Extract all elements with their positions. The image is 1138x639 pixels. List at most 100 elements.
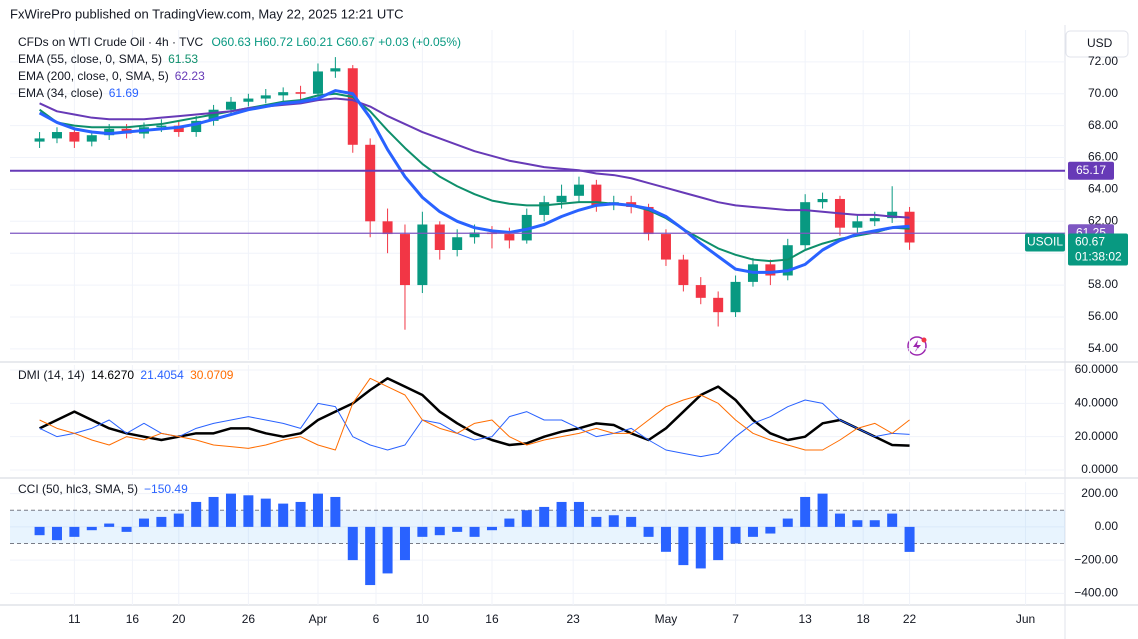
cci-bar [104, 523, 115, 527]
candle-body [452, 237, 463, 250]
x-tick-label: 6 [373, 612, 380, 626]
cci-bar [626, 516, 637, 527]
cci-bar [434, 526, 445, 536]
candle-body [504, 234, 515, 241]
y-tick-label: 200.00 [1081, 486, 1118, 500]
x-tick-label: 18 [856, 612, 870, 626]
legend-value: −150.49 [144, 482, 188, 496]
cci-bar [51, 526, 62, 541]
candle-body [713, 297, 724, 313]
cci-bar [69, 526, 80, 537]
candle-body [243, 98, 254, 102]
cci-bar [695, 526, 706, 569]
cci-bar [765, 526, 776, 534]
candle-body [260, 95, 271, 99]
candle-body [817, 198, 828, 203]
cci-bar [782, 518, 793, 527]
y-tick-label: −200.00 [1074, 552, 1118, 566]
cci-bar [817, 493, 828, 527]
y-tick-label: 70.00 [1088, 86, 1118, 100]
candle-body [521, 214, 532, 241]
cci-bar [382, 526, 393, 574]
candle-body [469, 232, 480, 238]
cci-bar [573, 501, 584, 527]
indicator-line [39, 97, 910, 219]
cci-bar [521, 510, 532, 527]
cci-bar [834, 513, 845, 527]
x-tick-label: 23 [566, 612, 580, 626]
candle-body [34, 138, 45, 142]
pane-title: CFDs on WTI Crude Oil · 4h · TVC [18, 35, 203, 49]
currency[interactable]: USD [1087, 36, 1113, 50]
cci-bar [399, 526, 410, 561]
cci-bar [591, 516, 602, 527]
candle-body [556, 195, 567, 203]
cci-bar [86, 526, 97, 531]
cci-bar [365, 526, 376, 586]
cci-bar [208, 496, 219, 527]
legend-value: 61.69 [109, 86, 139, 100]
candle-body [295, 92, 306, 94]
candle-body [539, 202, 550, 215]
candle-body [278, 92, 289, 96]
cci-bar [469, 526, 480, 537]
candle-body [765, 264, 776, 276]
candle-body [869, 218, 880, 222]
legend-value: 61.53 [168, 52, 198, 66]
cci-bar [486, 526, 497, 531]
candle-body [887, 211, 898, 219]
cci-bar [643, 526, 654, 537]
legend-name: EMA (200, close, 0, SMA, 5) [18, 69, 169, 83]
currency-button[interactable] [1065, 30, 1129, 58]
cci-bar [225, 493, 236, 527]
candle-body [573, 184, 584, 196]
x-tick-label: Apr [309, 612, 328, 626]
cci-bar [608, 515, 619, 527]
x-tick-label: 11 [68, 612, 81, 626]
cci-bar [243, 495, 254, 527]
symbol-label: USOIL [1027, 235, 1063, 249]
candle-body [51, 132, 62, 139]
pane-title: DMI (14, 14) [18, 368, 85, 382]
x-tick-label: 13 [798, 612, 812, 626]
cci-bar [121, 526, 132, 532]
x-tick-label: 10 [416, 612, 430, 626]
indicator-line [39, 399, 910, 458]
indicator-line [38, 89, 910, 274]
candle-body [800, 202, 811, 246]
candle-body [312, 71, 323, 94]
x-tick-label: 16 [485, 612, 499, 626]
cci-bar [260, 498, 271, 527]
legend-value: 21.4054 [140, 368, 184, 382]
candle-body [678, 259, 689, 286]
candle-body [643, 206, 654, 235]
candle-body [191, 120, 202, 133]
y-tick-label: 40.0000 [1075, 396, 1119, 410]
y-tick-label: 68.00 [1088, 118, 1118, 132]
x-tick-label: 16 [126, 612, 140, 626]
cci-bar [330, 496, 341, 527]
candle-body [69, 132, 80, 142]
cci-bar [156, 516, 167, 527]
x-tick-label: Jun [1016, 612, 1035, 626]
legend-value: 62.23 [175, 69, 205, 83]
last-price-label: 60.67 [1075, 235, 1105, 249]
cci-bar [747, 526, 758, 537]
cci-bar [452, 526, 463, 532]
legend-name: EMA (55, close, 0, SMA, 5) [18, 52, 162, 66]
y-tick-label: 54.00 [1088, 341, 1118, 355]
candle-body [730, 281, 741, 313]
countdown-label: 01:38:02 [1075, 250, 1122, 264]
candle-body [225, 101, 236, 110]
candle-body [695, 285, 706, 298]
candle-body [399, 234, 410, 286]
cci-bar [347, 526, 358, 561]
indicator-line [39, 377, 910, 451]
indicator-line [38, 92, 910, 263]
ohlc-values: O60.63 H60.72 L60.21 C60.67 +0.03 (+0.05… [211, 35, 461, 49]
cci-bar [678, 526, 689, 566]
candle-body [591, 184, 602, 206]
level-price-box [1068, 161, 1114, 180]
candle-body [330, 68, 341, 72]
